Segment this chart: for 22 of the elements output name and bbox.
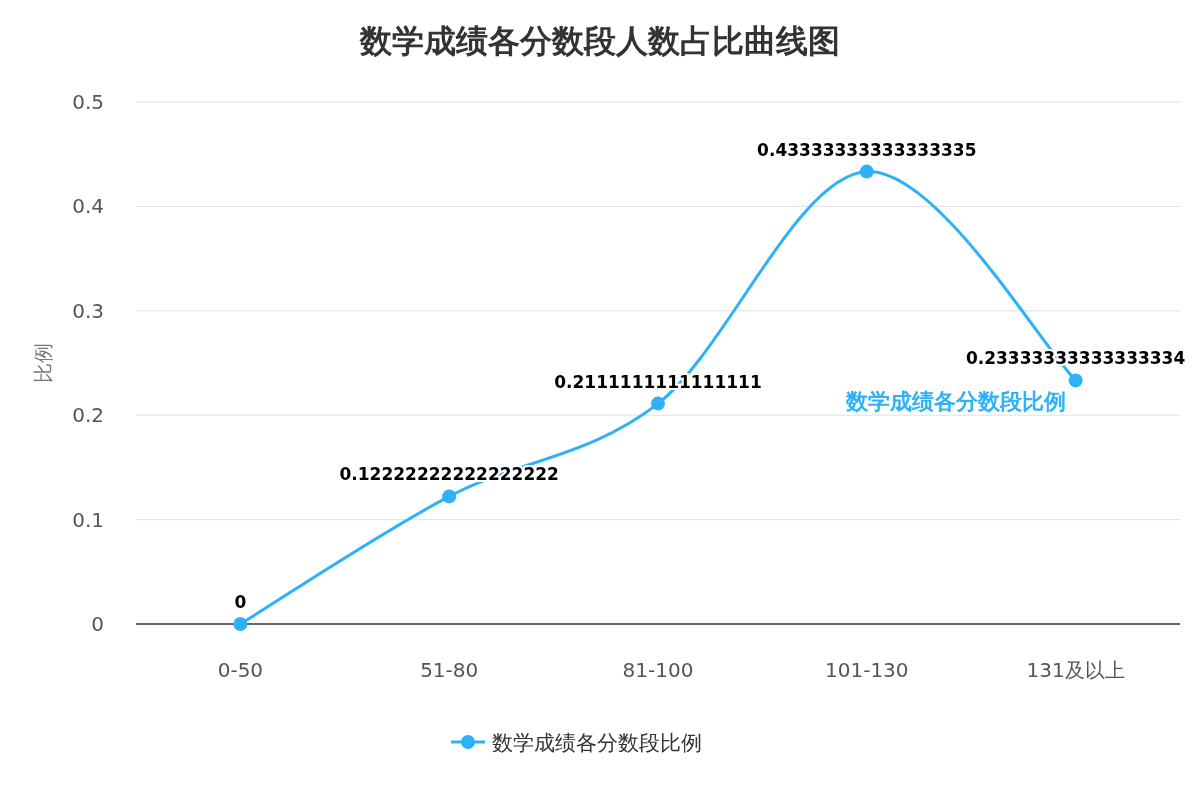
x-tick-label: 101-130 [825, 658, 909, 682]
y-tick-label: 0.1 [72, 507, 104, 532]
y-axis-title: 比例 [31, 343, 55, 383]
y-tick-label: 0 [91, 612, 104, 636]
y-tick-label: 0.5 [72, 90, 104, 114]
x-tick-label: 51-80 [420, 658, 479, 682]
point [442, 489, 457, 504]
data-label: 0 [234, 592, 247, 612]
point [651, 396, 665, 411]
x-tick-label: 81-100 [622, 658, 694, 682]
x-tick-label: 0-50 [217, 658, 264, 682]
point [233, 617, 248, 631]
x-tick-label: 131及以上 [1026, 658, 1125, 682]
data-label: 0.43333333333333335 [757, 139, 977, 160]
y-tick-label: 0.4 [72, 194, 104, 219]
legend-label: 数学成绩各分数段比例 [492, 731, 702, 755]
y-tick-label: 0.3 [72, 298, 104, 323]
point [859, 164, 874, 179]
chart-title: 数学成绩各分数段人数占比曲线图 [359, 22, 840, 60]
text: 数学成绩各分数段比例 [845, 389, 1066, 415]
y-tick-label: 0.2 [72, 403, 104, 428]
point [1068, 373, 1083, 388]
